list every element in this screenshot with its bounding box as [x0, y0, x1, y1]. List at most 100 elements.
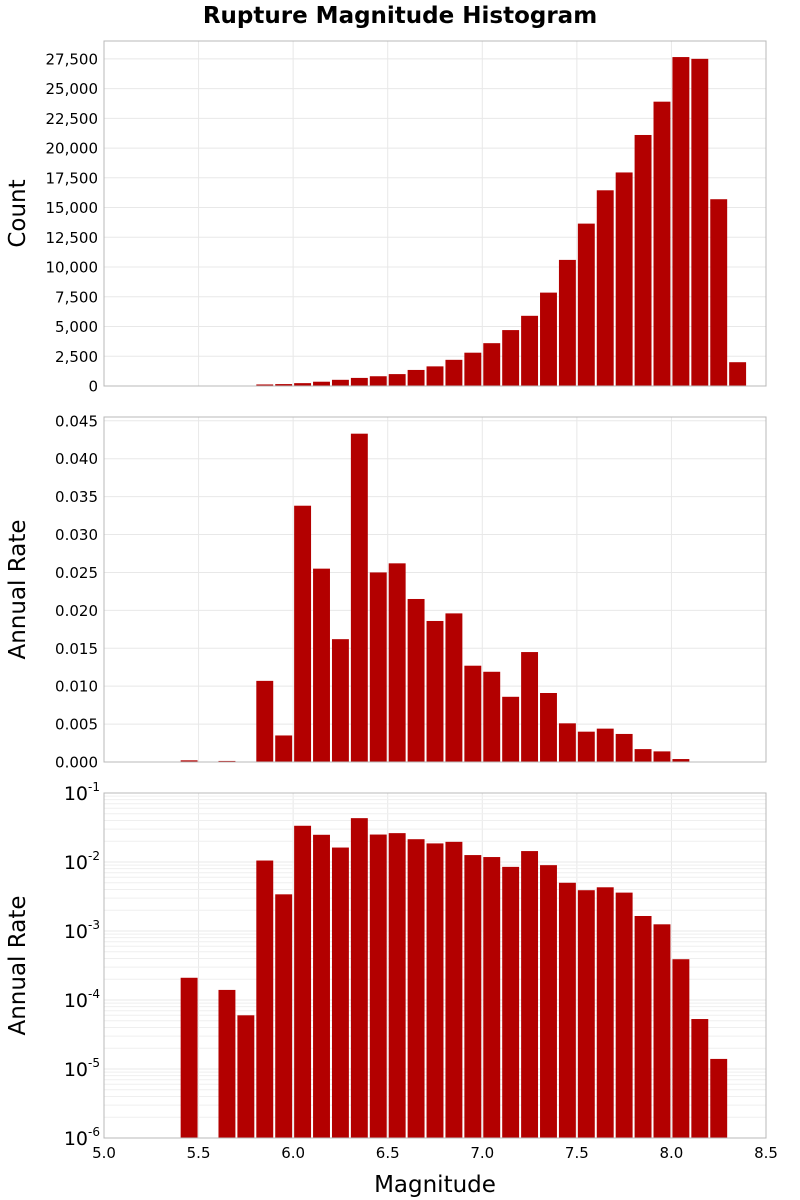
histogram-bar	[218, 989, 236, 1138]
histogram-bar	[596, 190, 614, 386]
y-tick-label: 22,500	[46, 110, 99, 128]
histogram-bar	[521, 315, 539, 386]
histogram-bar	[540, 693, 557, 762]
histogram-bar	[710, 1058, 728, 1138]
histogram-bar	[483, 343, 501, 386]
histogram-bar	[464, 855, 482, 1138]
histogram-bar	[634, 915, 652, 1138]
y-tick-label: 0	[88, 378, 98, 396]
histogram-bar	[558, 723, 576, 762]
y-axis-title: Annual Rate	[5, 896, 31, 1036]
histogram-bar	[237, 1015, 255, 1138]
histogram-bar	[710, 199, 728, 386]
histogram-bar	[256, 680, 274, 762]
plot-border	[103, 792, 767, 1139]
histogram-bar	[577, 223, 595, 386]
histogram-bar	[331, 639, 349, 762]
y-tick-label: 10-2	[64, 849, 100, 874]
histogram-bar	[313, 834, 330, 1138]
histogram-bar	[445, 841, 463, 1138]
x-tick-label: 7.5	[565, 1144, 589, 1162]
histogram-bar	[256, 384, 274, 386]
histogram-bar	[672, 57, 690, 387]
y-tick-label: 25,000	[46, 80, 99, 98]
histogram-bar	[313, 568, 330, 762]
histogram-bar	[540, 865, 557, 1138]
y-tick-label: 0.020	[55, 602, 98, 620]
histogram-bar	[331, 847, 349, 1138]
histogram-bar	[653, 751, 671, 762]
histogram-bar	[729, 362, 747, 386]
y-tick-label: 0.000	[55, 754, 98, 772]
histogram-bar	[294, 505, 312, 762]
y-tick-label: 10-1	[64, 780, 100, 805]
histogram-bar	[275, 735, 293, 762]
y-tick-label: 10-4	[64, 987, 100, 1012]
y-tick-label: 10-3	[64, 918, 100, 943]
histogram-bar	[294, 383, 312, 386]
histogram-bar	[653, 924, 671, 1138]
y-tick-label: 10,000	[46, 259, 99, 277]
histogram-bar	[634, 134, 652, 386]
x-tick-label: 8.0	[659, 1144, 683, 1162]
y-tick-label: 0.015	[55, 640, 98, 658]
histogram-bar	[502, 866, 520, 1138]
y-tick-label: 0.035	[55, 488, 98, 506]
histogram-bar	[256, 860, 274, 1138]
histogram-bar	[369, 834, 387, 1138]
histogram-bar	[483, 857, 501, 1138]
histogram-bar	[350, 818, 368, 1138]
histogram-bar	[691, 58, 709, 387]
plot-border	[103, 416, 767, 763]
histogram-bar	[615, 172, 633, 386]
y-tick-label: 15,000	[46, 199, 99, 217]
histogram-bar	[445, 613, 463, 762]
y-tick-label: 0.010	[55, 678, 98, 696]
y-tick-label: 0.025	[55, 564, 98, 582]
y-tick-label: 5,000	[55, 318, 98, 336]
y-tick-label: 7,500	[55, 288, 98, 306]
x-tick-label: 7.0	[470, 1144, 494, 1162]
histogram-bar	[577, 890, 595, 1138]
y-tick-label: 0.030	[55, 526, 98, 544]
histogram-bar	[388, 563, 406, 762]
histogram-bar	[521, 851, 539, 1138]
histogram-bar	[577, 731, 595, 762]
histogram-bar	[331, 379, 349, 386]
histogram-bar	[558, 882, 576, 1138]
histogram-bar	[672, 959, 690, 1138]
histogram-bar	[180, 977, 198, 1138]
histogram-bar	[596, 728, 614, 762]
x-tick-label: 5.5	[187, 1144, 211, 1162]
histogram-bar	[407, 369, 425, 386]
histogram-bar	[521, 652, 539, 762]
x-tick-label: 6.5	[376, 1144, 400, 1162]
histogram-bar	[445, 359, 463, 386]
y-tick-label: 12,500	[46, 229, 99, 247]
histogram-bar	[369, 376, 387, 386]
y-tick-label: 0.045	[55, 412, 98, 430]
histogram-bar	[464, 352, 482, 386]
plot-border	[103, 40, 767, 387]
y-axis-title: Annual Rate	[5, 520, 31, 660]
y-tick-label: 27,500	[46, 50, 99, 68]
y-tick-label: 10-5	[64, 1056, 100, 1081]
histogram-bar	[615, 733, 633, 762]
x-axis-title: Magnitude	[374, 1172, 496, 1198]
histogram-bar	[275, 894, 293, 1138]
y-tick-label: 10-6	[64, 1125, 100, 1150]
y-tick-label: 20,000	[46, 140, 99, 158]
histogram-bar	[218, 760, 236, 762]
histogram-bar	[483, 671, 501, 762]
y-tick-label: 0.005	[55, 716, 98, 734]
histogram-bar	[426, 620, 444, 762]
histogram-bar	[596, 887, 614, 1138]
histogram-bar	[350, 433, 368, 762]
histogram-bar	[672, 759, 690, 762]
histogram-bar	[388, 833, 406, 1138]
histogram-bar	[426, 366, 444, 386]
x-tick-label: 8.5	[754, 1144, 778, 1162]
histogram-bar	[691, 1019, 709, 1138]
histogram-bar	[407, 598, 425, 762]
